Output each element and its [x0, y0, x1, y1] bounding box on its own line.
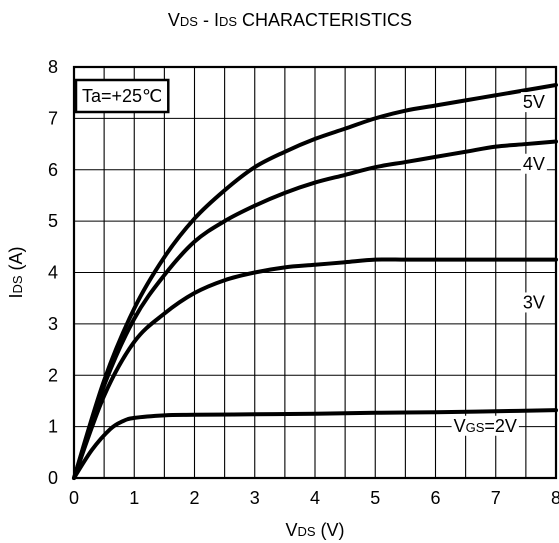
- chart-title: VDS - IDS CHARACTERISTICS: [168, 10, 412, 30]
- plot-frame: [72, 65, 558, 480]
- y-tick-label: 7: [48, 108, 58, 128]
- series-label-2v: VGS=2V: [454, 416, 517, 436]
- tick-labels: 0 1 2 3 4 5 6 7 8 0 1 2 3 4 5 6 7 8: [48, 57, 559, 508]
- x-tick-label: 3: [250, 488, 260, 508]
- y-tick-label: 4: [48, 263, 58, 283]
- x-tick-label: 2: [189, 488, 199, 508]
- series: [72, 82, 558, 480]
- y-tick-label: 8: [48, 57, 58, 77]
- series-label-background: [520, 92, 547, 113]
- series-label-background: [451, 415, 519, 436]
- x-tick-label: 7: [491, 488, 501, 508]
- y-axis-label: IDS (A): [6, 246, 26, 298]
- x-tick-label: 5: [370, 488, 380, 508]
- y-tick-label: 1: [48, 417, 58, 437]
- y-tick-label: 5: [48, 211, 58, 231]
- y-tick-label: 3: [48, 314, 58, 334]
- x-tick-label: 4: [310, 488, 320, 508]
- y-tick-label: 2: [48, 365, 58, 385]
- annotation-text: Ta=+25℃: [82, 86, 162, 106]
- x-axis-label: VDS (V): [285, 520, 344, 540]
- y-tick-label: 0: [48, 468, 58, 488]
- x-tick-label: 8: [551, 488, 559, 508]
- series-line-3v: [72, 257, 558, 480]
- x-tick-label: 1: [129, 488, 139, 508]
- series-line-2v: [72, 408, 558, 480]
- series-label-3v: 3V: [523, 292, 545, 312]
- series-label-4v: 4V: [523, 154, 545, 174]
- temperature-annotation: Ta=+25℃: [74, 78, 170, 114]
- series-line-4v: [72, 139, 558, 480]
- series-labels: 5V 4V 3V VGS=2V: [451, 92, 547, 436]
- annotation-box: [74, 78, 170, 114]
- series-label-background: [520, 292, 547, 313]
- x-tick-label: 6: [430, 488, 440, 508]
- series-label-5v: 5V: [523, 92, 545, 112]
- series-line-5v: [72, 82, 558, 480]
- x-tick-label: 0: [69, 488, 79, 508]
- y-tick-label: 6: [48, 160, 58, 180]
- series-label-background: [520, 153, 547, 174]
